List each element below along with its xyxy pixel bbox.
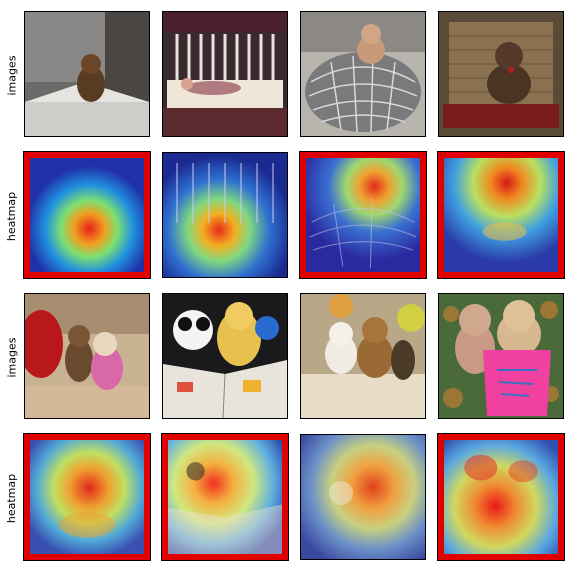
heatmap-panel-r3c1 xyxy=(161,433,289,561)
bears-pink-shirt-heatmap xyxy=(444,440,558,554)
heatmap-panel-r1c2 xyxy=(299,151,427,279)
bears-on-couch-heatmap xyxy=(30,440,144,554)
row-label-3: heatmap xyxy=(5,473,19,523)
teddy-on-wicker-chair-heatmap xyxy=(444,158,558,272)
heatmap-panel-r1c1 xyxy=(162,152,288,278)
row-label-2: images xyxy=(5,337,19,377)
bears-pink-shirt-image xyxy=(439,294,563,418)
row-label-1: heatmap xyxy=(5,191,19,241)
heatmap-panel-r3c2 xyxy=(300,434,426,560)
image-panel-r2c0 xyxy=(24,293,150,419)
teddy-on-box-image xyxy=(25,12,149,136)
plush-on-book-image xyxy=(163,294,287,418)
heatmap-panel-r1c3 xyxy=(437,151,565,279)
child-in-crib-heatmap xyxy=(163,153,287,277)
image-panel-r0c3 xyxy=(438,11,564,137)
child-in-crib-image xyxy=(163,12,287,136)
image-panel-r0c2 xyxy=(300,11,426,137)
image-panel-r2c3 xyxy=(438,293,564,419)
teddy-on-wire-chair-heatmap xyxy=(306,158,420,272)
image-panel-r2c2 xyxy=(300,293,426,419)
row-label-0: images xyxy=(5,55,19,95)
teddy-on-box-heatmap xyxy=(30,158,144,272)
image-panel-r0c0 xyxy=(24,11,150,137)
image-panel-r0c1 xyxy=(162,11,288,137)
teddy-on-wicker-chair-image xyxy=(439,12,563,136)
heatmap-panel-r1c0 xyxy=(23,151,151,279)
bears-in-bed-image xyxy=(301,294,425,418)
bears-in-bed-heatmap xyxy=(301,435,425,559)
teddy-on-wire-chair-image xyxy=(301,12,425,136)
bears-on-couch-image xyxy=(25,294,149,418)
heatmap-panel-r3c3 xyxy=(437,433,565,561)
plush-on-book-heatmap xyxy=(168,440,282,554)
image-panel-r2c1 xyxy=(162,293,288,419)
heatmap-panel-r3c0 xyxy=(23,433,151,561)
